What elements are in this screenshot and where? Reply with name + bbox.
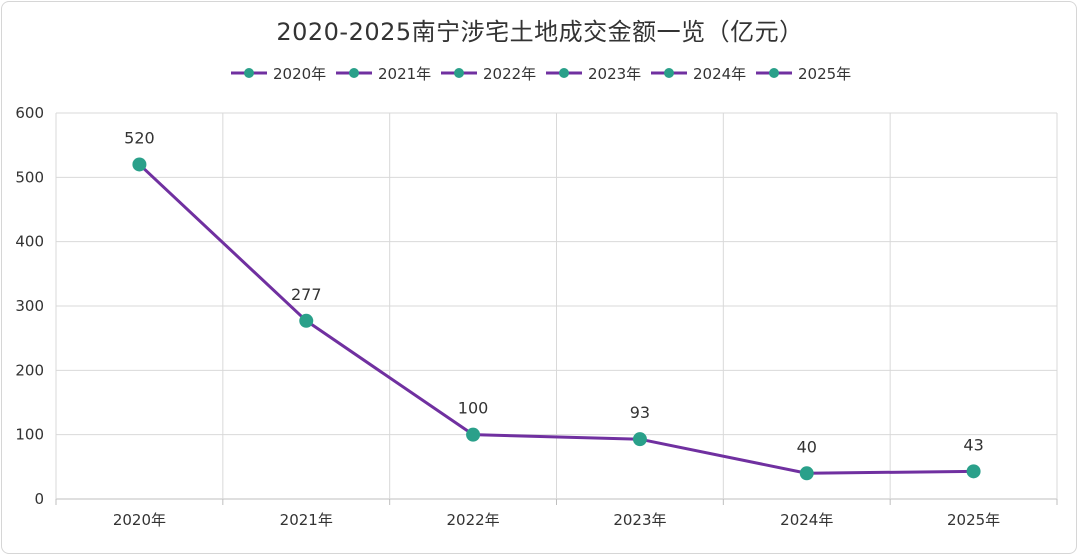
grid-lines xyxy=(55,112,1058,500)
legend-label: 2020年 xyxy=(273,65,326,83)
axes: 0 100 200 300 400 500 600 2020年 2021年 2022年 2023年 2… xyxy=(15,104,1058,529)
legend-marker-swatch xyxy=(664,68,674,78)
data-point[interactable] xyxy=(466,427,481,442)
x-tick-label: 2021年 xyxy=(280,511,333,529)
series-line xyxy=(138,163,974,475)
legend-label: 2024年 xyxy=(693,65,746,83)
legend-item[interactable]: 2024年 xyxy=(651,65,746,83)
legend-label: 2023年 xyxy=(588,65,641,83)
data-label: 40 xyxy=(797,437,817,456)
legend-marker-swatch xyxy=(349,68,359,78)
x-tick-label: 2024年 xyxy=(780,511,833,529)
data-label: 93 xyxy=(630,403,650,422)
y-tick-label: 300 xyxy=(15,297,44,315)
legend-item[interactable]: 2021年 xyxy=(336,65,431,83)
legend-label: 2022年 xyxy=(483,65,536,83)
legend-label: 2025年 xyxy=(798,65,851,83)
data-point[interactable] xyxy=(299,313,314,328)
y-tick-label: 200 xyxy=(15,361,44,379)
data-point[interactable] xyxy=(132,157,147,172)
legend-label: 2021年 xyxy=(378,65,431,83)
data-point[interactable] xyxy=(966,464,981,479)
legend-marker-swatch xyxy=(244,68,254,78)
legend-marker-swatch xyxy=(559,68,569,78)
x-tick-label: 2025年 xyxy=(947,511,1000,529)
data-label: 520 xyxy=(124,128,155,147)
data-label: 100 xyxy=(458,399,489,418)
y-tick-label: 500 xyxy=(15,168,44,186)
y-tick-label: 0 xyxy=(34,490,44,508)
y-tick-label: 400 xyxy=(15,233,44,251)
x-tick-label: 2020年 xyxy=(113,511,166,529)
legend-item[interactable]: 2023年 xyxy=(546,65,641,83)
x-tick-label: 2023年 xyxy=(613,511,666,529)
legend-item[interactable]: 2025年 xyxy=(756,65,851,83)
legend-marker-swatch xyxy=(454,68,464,78)
legend: 2020年 2021年 2022年 2023年 2024年 2025年 xyxy=(231,65,851,83)
legend-item[interactable]: 2022年 xyxy=(441,65,536,83)
data-label: 277 xyxy=(291,285,322,304)
plot-area: 520 277 100 93 40 43 xyxy=(124,128,984,481)
data-label: 43 xyxy=(963,435,983,454)
data-point[interactable] xyxy=(799,466,814,481)
legend-item[interactable]: 2020年 xyxy=(231,65,326,83)
x-tick-label: 2022年 xyxy=(446,511,499,529)
y-tick-label: 100 xyxy=(15,426,44,444)
legend-marker-swatch xyxy=(769,68,779,78)
y-tick-label: 600 xyxy=(15,104,44,122)
chart-title: 2020-2025南宁涉宅土地成交金额一览（亿元） xyxy=(276,18,804,46)
data-point[interactable] xyxy=(632,432,647,447)
